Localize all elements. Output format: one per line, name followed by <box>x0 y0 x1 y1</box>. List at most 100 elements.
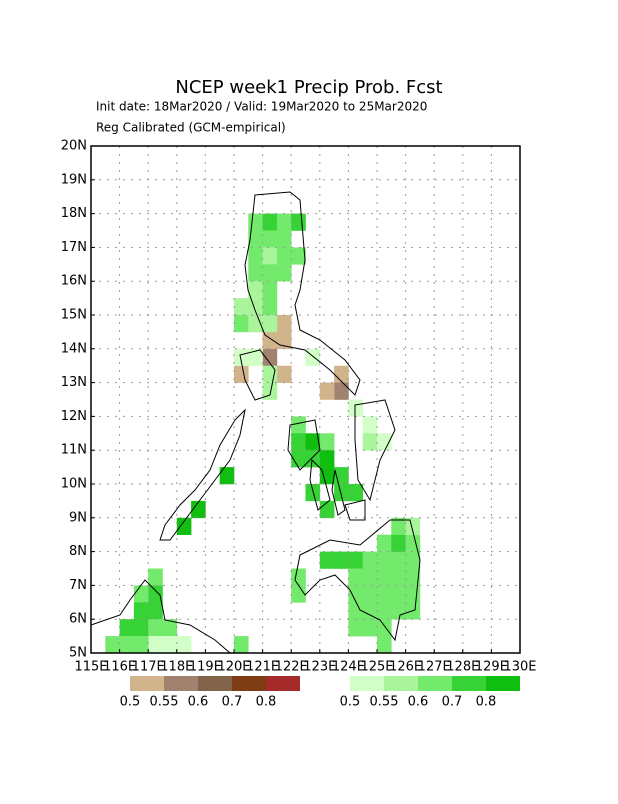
x-tick-label: 127E <box>418 660 451 675</box>
x-tick-label: 126E <box>389 660 422 675</box>
wet-cell <box>291 568 306 586</box>
y-tick-label: 19N <box>61 172 87 187</box>
x-tick-label: 122E <box>275 660 308 675</box>
wet-cell <box>334 484 349 502</box>
wet-cell <box>348 602 363 620</box>
wet-cell <box>405 517 421 535</box>
x-tick-label: 118E <box>160 660 193 675</box>
wet-cell <box>162 619 178 637</box>
wet-cell <box>234 636 249 654</box>
wet-cell <box>362 416 378 434</box>
y-tick-label: 7N <box>69 578 87 593</box>
wet-cell <box>262 382 278 400</box>
wet-cell <box>305 450 321 468</box>
wet-cell <box>391 551 406 569</box>
wet-cell <box>391 585 406 603</box>
wet-cell <box>319 467 335 485</box>
wet-legend-swatch <box>418 676 452 691</box>
wet-legend-label: 0.55 <box>370 695 399 710</box>
wet-legend-label: 0.8 <box>476 695 497 710</box>
wet-cell <box>262 365 278 383</box>
wet-cell <box>234 315 249 333</box>
wet-cell <box>377 619 392 637</box>
y-tick-label: 9N <box>69 510 87 525</box>
wet-legend-label: 0.7 <box>442 695 463 710</box>
dry-legend-swatch <box>198 676 232 691</box>
wet-cell <box>291 433 306 451</box>
wet-cell <box>362 568 378 586</box>
wet-cell <box>133 636 149 654</box>
wet-cell <box>234 348 249 366</box>
wet-cell <box>405 585 421 603</box>
x-tick-label: 124E <box>332 660 365 675</box>
x-tick-label: 125E <box>360 660 393 675</box>
wet-cell <box>362 585 378 603</box>
dry-cell <box>276 315 292 333</box>
wet-cell <box>348 399 363 417</box>
wet-legend-swatch <box>350 676 384 691</box>
legends: 0.5 0.55 0.6 0.7 0.8 0.5 0.55 0.6 0.7 0.8 <box>120 676 520 710</box>
wet-cell <box>319 433 335 451</box>
wet-cell <box>348 568 363 586</box>
wet-cell <box>148 585 163 603</box>
wet-legend-label: 0.5 <box>340 695 361 710</box>
coast-luzon <box>244 191 361 396</box>
wet-cell <box>319 450 335 468</box>
wet-cell <box>362 619 378 637</box>
wet-cell <box>148 619 163 637</box>
wet-cell <box>276 247 292 265</box>
wet-cell <box>133 602 149 620</box>
x-tick-label: 123E <box>303 660 336 675</box>
y-tick-label: 5N <box>69 646 87 661</box>
x-tick-label: 128E <box>446 660 479 675</box>
dry-cell <box>262 348 278 366</box>
y-tick-label: 14N <box>61 341 87 356</box>
wet-cell <box>305 433 321 451</box>
wet-cell <box>377 568 392 586</box>
wet-cell <box>319 500 335 519</box>
y-tick-label: 17N <box>61 240 87 255</box>
coast-borneo <box>90 579 231 654</box>
wet-cell <box>148 568 163 586</box>
wet-cell <box>377 602 392 620</box>
wet-cell <box>291 247 306 265</box>
coast-samar-leyte <box>354 399 396 502</box>
wet-cell <box>248 264 263 282</box>
x-tick-label: 115E <box>74 660 107 675</box>
x-tick-label: 130E <box>503 660 536 675</box>
wet-cell <box>262 213 278 231</box>
y-tick-label: 15N <box>61 308 87 323</box>
y-tick-label: 12N <box>61 409 87 424</box>
wet-cell <box>262 247 278 265</box>
y-tick-label: 11N <box>61 443 87 458</box>
title: NCEP week1 Precip Prob. Fcst <box>175 77 442 98</box>
wet-cell <box>262 264 278 282</box>
wet-cell <box>291 213 306 231</box>
y-tick-label: 20N <box>61 139 87 154</box>
wet-cell <box>348 619 363 637</box>
wet-cell <box>391 568 406 586</box>
wet-cell <box>362 551 378 569</box>
coastline <box>90 191 421 654</box>
wet-cell <box>377 551 392 569</box>
x-tick-label: 121E <box>246 660 279 675</box>
wet-cell <box>219 467 235 485</box>
wet-cell <box>391 517 406 535</box>
wet-cell <box>133 619 149 637</box>
y-tick-label: 10N <box>61 477 87 492</box>
wet-cell <box>248 281 263 299</box>
wet-legend-label: 0.6 <box>408 695 429 710</box>
wet-cell <box>148 636 163 654</box>
wet-cell <box>262 281 278 299</box>
wet-cell <box>319 551 335 569</box>
dry-legend-label: 0.55 <box>150 695 179 710</box>
y-tick-label: 8N <box>69 544 87 559</box>
wet-cell <box>405 534 421 552</box>
dry-legend-label: 0.8 <box>256 695 277 710</box>
wet-cell <box>305 348 321 366</box>
wet-cell <box>348 484 363 502</box>
coast-mindanao <box>294 519 421 642</box>
wet-cell <box>405 568 421 586</box>
